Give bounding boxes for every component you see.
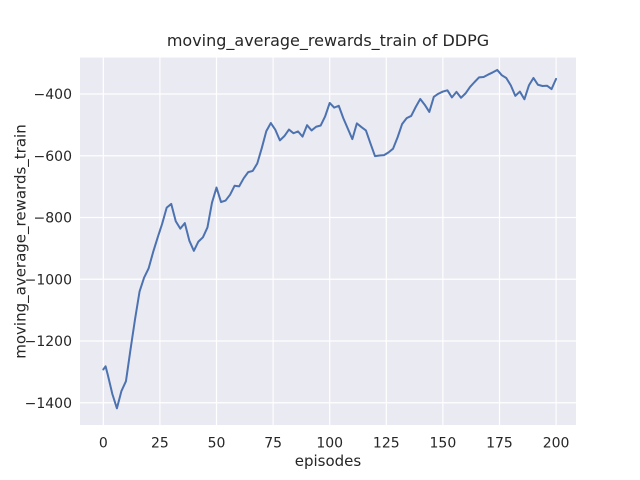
x-tick-label: 50	[208, 436, 226, 452]
chart-title: moving_average_rewards_train of DDPG	[166, 31, 490, 50]
x-axis-label: episodes	[294, 452, 362, 470]
x-tick-label: 175	[486, 436, 513, 452]
y-tick-label: −1200	[25, 334, 72, 350]
y-tick-label: −400	[34, 87, 72, 103]
x-tick-label: 0	[99, 436, 108, 452]
y-tick-label: −1400	[25, 396, 72, 412]
x-tick-label: 125	[373, 436, 400, 452]
y-tick-label: −800	[34, 211, 72, 227]
data-line-series	[102, 68, 558, 410]
plot-background	[80, 57, 576, 425]
x-tick-label: 100	[316, 436, 343, 452]
y-axis-label: moving_average_rewards_train	[11, 124, 30, 359]
y-tick-label: −600	[34, 149, 72, 165]
x-tick-label: 75	[264, 436, 282, 452]
x-tick-label: 200	[543, 436, 570, 452]
x-tick-label: 150	[430, 436, 457, 452]
x-tick-label: 25	[151, 436, 169, 452]
y-tick-label: −1000	[25, 272, 72, 288]
